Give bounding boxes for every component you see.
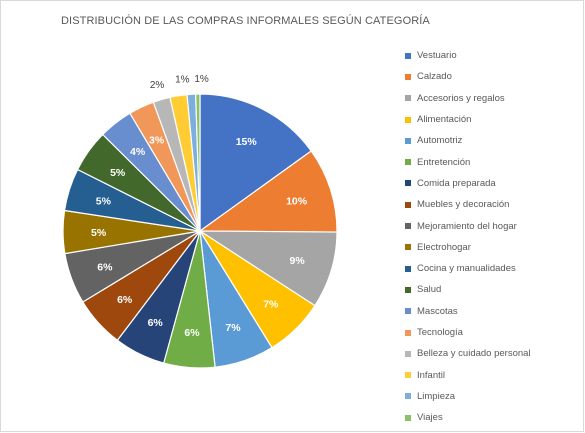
data-label-14: 3% — [149, 134, 165, 146]
data-label-4: 7% — [263, 299, 279, 311]
data-label-13: 4% — [130, 146, 146, 158]
legend-swatch — [405, 350, 411, 357]
legend-item-3: Accesorios y regalos — [405, 88, 531, 109]
legend-label: Salud — [417, 284, 442, 296]
legend-label: Electrohogar — [417, 241, 471, 253]
legend-item-2: Calzado — [405, 66, 531, 87]
data-label-6: 6% — [184, 327, 200, 339]
chart-legend: Vestuario Calzado Accesorios y regalos Alim… — [405, 45, 531, 428]
legend-swatch — [405, 95, 411, 102]
legend-label: Accesorios y regalos — [417, 92, 505, 104]
data-label-10: 5% — [91, 227, 107, 239]
pie-slice-18 — [195, 93, 201, 232]
data-label-11: 5% — [96, 195, 112, 207]
legend-label: Automotriz — [417, 135, 463, 147]
legend-label: Muebles y decoración — [417, 199, 510, 211]
legend-label: Belleza y cuidado personal — [417, 348, 531, 360]
legend-label: Comida preparada — [417, 177, 496, 189]
data-label-2: 10% — [286, 195, 308, 207]
legend-item-14: Tecnología — [405, 322, 531, 343]
legend-swatch — [405, 223, 411, 230]
legend-label: Limpieza — [417, 390, 456, 402]
data-label-8: 6% — [117, 294, 133, 306]
legend-item-4: Alimentación — [405, 109, 531, 130]
data-label-3: 9% — [290, 255, 306, 267]
legend-label: Vestuario — [417, 50, 457, 62]
data-label-7: 6% — [148, 317, 164, 329]
legend-swatch — [405, 414, 411, 421]
legend-swatch — [405, 393, 411, 400]
legend-swatch — [405, 180, 411, 187]
chart-title: DISTRIBUCIÓN DE LAS COMPRAS INFORMALES S… — [61, 15, 430, 27]
pie-slice-1 — [199, 93, 313, 233]
data-label-15: 2% — [150, 80, 165, 91]
legend-swatch — [405, 159, 411, 166]
legend-label: Cocina y manualidades — [417, 263, 516, 275]
legend-item-5: Automotriz — [405, 130, 531, 151]
legend-label: Viajes — [417, 412, 443, 424]
legend-item-16: Infantil — [405, 364, 531, 385]
legend-swatch — [405, 201, 411, 208]
data-label-1: 15% — [236, 136, 258, 148]
legend-swatch — [405, 137, 411, 144]
legend-label: Entretención — [417, 156, 471, 168]
legend-swatch — [405, 372, 411, 379]
legend-item-12: Salud — [405, 279, 531, 300]
pie-slice-2 — [198, 150, 338, 233]
legend-swatch — [405, 116, 411, 123]
data-label-5: 7% — [225, 322, 241, 334]
legend-label: Calzado — [417, 71, 452, 83]
legend-label: Tecnología — [417, 327, 463, 338]
legend-item-6: Entretención — [405, 151, 531, 172]
legend-swatch — [405, 52, 411, 59]
legend-label: Alimentación — [417, 114, 472, 126]
legend-item-1: Vestuario — [405, 45, 531, 66]
legend-item-11: Cocina y manualidades — [405, 258, 531, 279]
data-label-17: 1% — [175, 74, 190, 85]
legend-label: Infantil — [417, 369, 445, 381]
legend-item-8: Muebles y decoración — [405, 194, 531, 215]
legend-swatch — [405, 73, 411, 80]
data-label-18: 1% — [194, 74, 209, 85]
legend-label: Mejoramiento del hogar — [417, 220, 517, 232]
legend-label: Mascotas — [417, 305, 458, 317]
legend-swatch — [405, 265, 411, 272]
legend-swatch — [405, 308, 411, 315]
legend-item-17: Limpieza — [405, 386, 531, 407]
legend-item-18: Viajes — [405, 407, 531, 428]
data-label-12: 5% — [110, 167, 126, 179]
data-label-9: 6% — [97, 261, 113, 273]
legend-item-7: Comida preparada — [405, 173, 531, 194]
legend-swatch — [405, 329, 411, 336]
legend-swatch — [405, 244, 411, 251]
legend-item-9: Mejoramiento del hogar — [405, 215, 531, 236]
legend-swatch — [405, 286, 411, 293]
legend-item-15: Belleza y cuidado personal — [405, 343, 531, 364]
legend-item-10: Electrohogar — [405, 237, 531, 258]
legend-item-13: Mascotas — [405, 301, 531, 322]
